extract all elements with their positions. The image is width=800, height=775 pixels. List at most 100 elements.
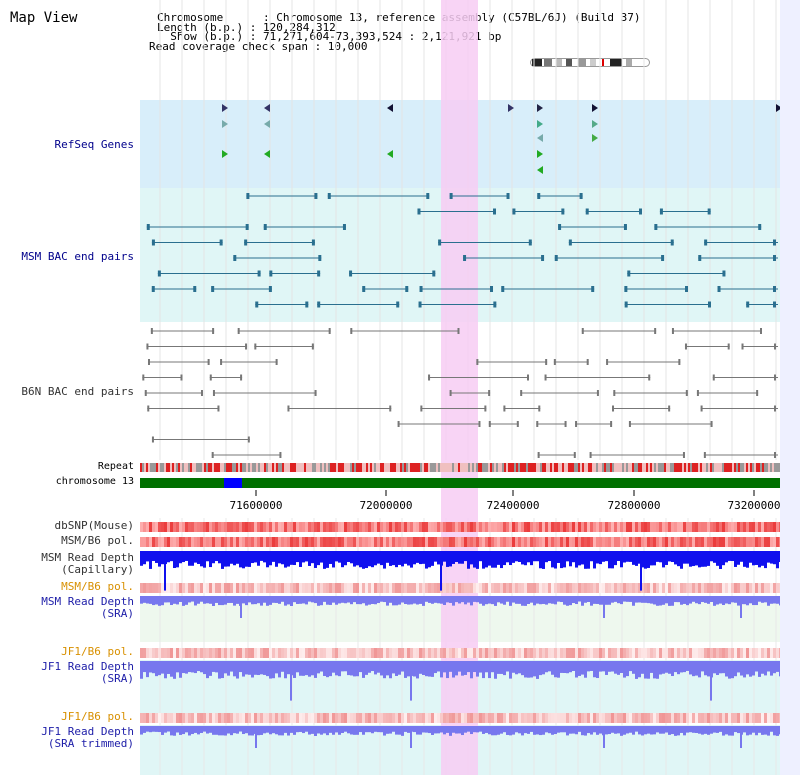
depth-bar bbox=[215, 726, 218, 735]
depth-bar bbox=[503, 596, 506, 605]
bac-end bbox=[488, 421, 491, 427]
track-label-msm-b6-pol-1[interactable]: MSM/B6 pol. bbox=[61, 534, 134, 547]
heat-cell bbox=[494, 713, 497, 723]
heat-cell bbox=[305, 583, 308, 593]
heat-cell bbox=[323, 713, 326, 723]
repeat-cell bbox=[286, 463, 288, 472]
bac-end bbox=[432, 270, 436, 277]
heat-cell bbox=[293, 583, 296, 593]
genome-browser-panel[interactable]: 71600000 72000000 72400000 72800000 7320… bbox=[140, 0, 780, 775]
heat-cell bbox=[179, 713, 182, 723]
track-label-jf1-b6-pol-2[interactable]: JF1/B6 pol. bbox=[61, 710, 134, 723]
heat-cell bbox=[359, 713, 362, 723]
repeat-cell bbox=[588, 463, 590, 472]
heat-cell bbox=[572, 522, 575, 532]
bac-end bbox=[211, 286, 215, 292]
heat-cell bbox=[746, 522, 749, 532]
heat-cell bbox=[599, 583, 602, 593]
track-label-refseq[interactable]: RefSeq Genes bbox=[54, 138, 134, 151]
depth-bar bbox=[257, 726, 260, 736]
heat-cell bbox=[611, 648, 614, 658]
heat-cell bbox=[254, 648, 257, 658]
chromosome-ideogram[interactable] bbox=[530, 53, 650, 67]
heat-cell bbox=[386, 583, 389, 593]
depth-bar bbox=[299, 596, 302, 604]
heat-cell bbox=[587, 648, 590, 658]
depth-bar bbox=[410, 596, 413, 605]
heat-cell bbox=[296, 713, 299, 723]
repeat-cell bbox=[760, 463, 762, 472]
depth-bar bbox=[251, 551, 254, 564]
track-label-msm-bac[interactable]: MSM BAC end pairs bbox=[21, 250, 134, 263]
depth-bar bbox=[506, 726, 509, 735]
repeat-cell bbox=[382, 463, 384, 472]
heat-cell bbox=[344, 583, 347, 593]
heat-cell bbox=[413, 537, 416, 547]
heat-cell bbox=[512, 583, 515, 593]
heat-cell bbox=[626, 648, 629, 658]
depth-bar bbox=[140, 661, 143, 679]
heat-cell bbox=[428, 583, 431, 593]
depth-bar bbox=[368, 596, 371, 605]
depth-bar bbox=[224, 726, 227, 736]
track-label-dbsnp[interactable]: dbSNP(Mouse) bbox=[54, 519, 134, 532]
depth-bar bbox=[779, 661, 780, 677]
heat-cell bbox=[161, 648, 164, 658]
genome-tracks-svg[interactable]: 71600000 72000000 72400000 72800000 7320… bbox=[140, 0, 780, 775]
heat-cell bbox=[644, 522, 647, 532]
depth-bar bbox=[728, 726, 731, 736]
depth-bar bbox=[737, 726, 740, 734]
heat-cell bbox=[296, 648, 299, 658]
heat-cell bbox=[227, 537, 230, 547]
bac-end bbox=[317, 301, 321, 308]
depth-bar bbox=[155, 661, 158, 677]
track-label-msm-b6-pol-2[interactable]: MSM/B6 pol. bbox=[61, 580, 134, 593]
track-label-jf1-depth-trimmed[interactable]: JF1 Read Depth bbox=[41, 725, 134, 738]
repeat-cell bbox=[732, 463, 734, 472]
depth-bar bbox=[176, 726, 179, 733]
heat-cell bbox=[515, 713, 518, 723]
depth-bar bbox=[416, 596, 419, 605]
heat-cell bbox=[374, 537, 377, 547]
bac-end bbox=[512, 208, 516, 215]
track-label-msm-depth-sra[interactable]: MSM Read Depth bbox=[41, 595, 134, 608]
heat-cell bbox=[164, 648, 167, 658]
repeat-cell bbox=[694, 463, 696, 472]
heat-cell bbox=[335, 583, 338, 593]
depth-bar bbox=[527, 726, 530, 734]
depth-bar bbox=[605, 661, 608, 675]
heat-cell bbox=[446, 537, 449, 547]
heat-cell bbox=[728, 713, 731, 723]
heat-cell bbox=[230, 713, 233, 723]
depth-bar bbox=[170, 551, 173, 562]
depth-bar bbox=[617, 726, 620, 734]
heat-cell bbox=[545, 537, 548, 547]
heat-cell bbox=[467, 648, 470, 658]
heat-cell bbox=[389, 648, 392, 658]
depth-bar bbox=[374, 551, 377, 566]
track-label-msm-depth-capillary[interactable]: MSM Read Depth bbox=[41, 551, 134, 564]
bac-end bbox=[463, 255, 467, 261]
track-label-jf1-b6-pol-1[interactable]: JF1/B6 pol. bbox=[61, 645, 134, 658]
repeat-cell bbox=[710, 463, 712, 472]
depth-bar bbox=[329, 661, 332, 677]
heat-cell bbox=[731, 583, 734, 593]
depth-bar bbox=[578, 551, 581, 566]
track-label-b6n-bac[interactable]: B6N BAC end pairs bbox=[21, 385, 134, 398]
bac-end bbox=[449, 390, 452, 396]
depth-bar bbox=[452, 596, 455, 606]
depth-bar bbox=[461, 596, 464, 603]
track-label-repeat[interactable]: Repeat bbox=[97, 461, 134, 472]
depth-bar bbox=[257, 661, 260, 676]
depth-bar bbox=[281, 551, 284, 565]
track-label-jf1-depth-sra[interactable]: JF1 Read Depth bbox=[41, 660, 134, 673]
heat-cell bbox=[476, 537, 479, 547]
repeat-cell bbox=[698, 463, 700, 472]
depth-bar bbox=[197, 596, 200, 604]
heat-cell bbox=[410, 648, 413, 658]
heat-cell bbox=[716, 522, 719, 532]
track-label-chromosome[interactable]: chromosome 13 bbox=[55, 476, 134, 487]
heat-cell bbox=[344, 537, 347, 547]
heat-cell bbox=[311, 648, 314, 658]
depth-bar bbox=[356, 726, 359, 735]
